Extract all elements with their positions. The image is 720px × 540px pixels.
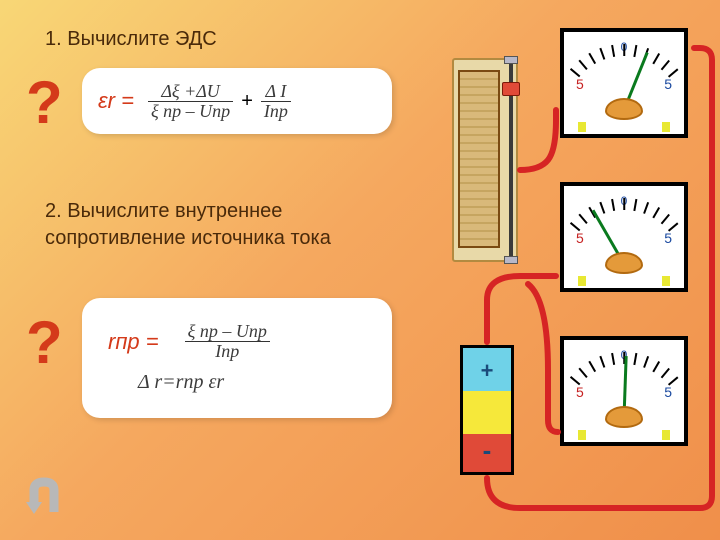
rheostat [458, 70, 500, 248]
meter-3: 0 5 5 [560, 336, 688, 446]
formula1-lhs: εr = [98, 88, 134, 114]
back-button[interactable] [18, 474, 68, 522]
formula2-frac: ξ пр – Uпр Iпр [185, 322, 270, 361]
rheostat-slider[interactable] [502, 60, 520, 260]
task2-text: 2. Вычислите внутреннее сопротивление ис… [45, 198, 331, 252]
task1-text: 1. Вычислите ЭДС [45, 28, 217, 51]
formula2-lhs: rпр = [108, 329, 159, 355]
slider-knob[interactable] [502, 82, 520, 96]
formula1-frac1: Δξ +ΔU ξ пр – Uпр [148, 82, 233, 121]
question-mark-2: ? [26, 308, 63, 377]
formula1-plus: + [241, 90, 253, 113]
meter-2: 0 5 5 [560, 182, 688, 292]
question-mark-1: ? [26, 68, 63, 137]
formula1-frac2: Δ I Iпр [261, 82, 291, 121]
battery: + - [460, 345, 514, 475]
formula-box-2: rпр = ξ пр – Uпр Iпр Δ r=rпр εr [82, 298, 392, 418]
meter-1: 0 5 5 [560, 28, 688, 138]
battery-plus: + [481, 358, 494, 384]
u-turn-icon [20, 476, 66, 520]
formula2-line2: Δ r=rпр εr [138, 371, 224, 394]
battery-minus: - [483, 435, 492, 466]
formula-box-1: εr = Δξ +ΔU ξ пр – Uпр + Δ I Iпр [82, 68, 392, 134]
